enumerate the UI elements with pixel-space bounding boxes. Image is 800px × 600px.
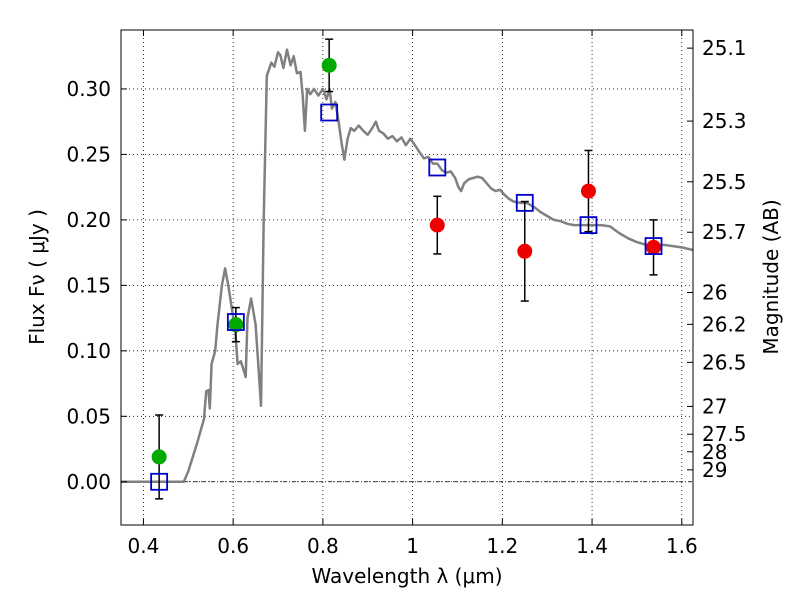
model-bandpass-marker: [226, 313, 245, 331]
model-bandpass-marker: [150, 472, 169, 491]
observed-point-red: [646, 239, 662, 255]
magnitude-tick-label: 25.3: [702, 109, 747, 133]
model-bandpass-marker: [515, 193, 534, 212]
observed-point-green: [321, 57, 337, 73]
x-tick-label: 0.8: [307, 534, 339, 558]
observed-point-red: [429, 217, 445, 233]
model-bandpass-marker: [320, 103, 339, 122]
x-tick-label: 0.4: [128, 534, 160, 558]
x-tick-label: 1: [406, 534, 419, 558]
model-bandpass-markers: [150, 103, 663, 491]
model-bandpass-marker: [644, 237, 663, 255]
x-axis-label: Wavelength λ (μm): [311, 564, 502, 588]
x-tick-label: 1.2: [486, 534, 518, 558]
observed-point-red: [517, 243, 533, 259]
y-tick-label: 0.30: [66, 77, 111, 101]
observed-points: [151, 57, 662, 465]
y-axis-ticks: 0.00 0.05 0.10 0.15 0.20 0.25 0.30: [66, 77, 127, 494]
magnitude-tick-label: 28: [702, 440, 727, 464]
magnitude-tick-label: 27.5: [702, 422, 747, 446]
x-tick-label: 0.6: [217, 534, 249, 558]
observed-point-green: [151, 449, 167, 465]
magnitude-tick-label: 29: [702, 458, 727, 482]
magnitude-tick-label: 27: [702, 394, 727, 418]
x-tick-label: 1.4: [576, 534, 608, 558]
right-axis-label: Magnitude (AB): [759, 199, 783, 354]
magnitude-tick-label: 26.2: [702, 312, 747, 336]
magnitude-tick-label: 26.5: [702, 350, 747, 374]
y-tick-label: 0.10: [66, 339, 111, 363]
model-spectrum: [121, 48, 693, 484]
observed-point-red: [580, 183, 596, 199]
x-tick-label: 1.6: [666, 534, 698, 558]
magnitude-tick-label: 25.1: [702, 36, 747, 60]
observed-point-green: [228, 317, 244, 333]
grid-lines: [121, 30, 693, 525]
error-bars: [155, 38, 658, 500]
y-tick-label: 0.00: [66, 470, 111, 494]
magnitude-tick-label: 25.5: [702, 170, 747, 194]
y-tick-label: 0.20: [66, 208, 111, 232]
x-axis-ticks: 0.4 0.6 0.8 1 1.2 1.4 1.6: [128, 30, 698, 558]
model-spectrum-line: [121, 48, 693, 484]
model-bandpass-marker: [428, 158, 447, 177]
y-tick-label: 0.25: [66, 142, 111, 166]
y-tick-label: 0.15: [66, 273, 111, 297]
y-axis-label: Flux Fν ( μJy ): [25, 209, 49, 345]
magnitude-tick-label: 25.7: [702, 220, 747, 244]
y-tick-label: 0.05: [66, 404, 111, 428]
magnitude-tick-label: 26: [702, 280, 727, 304]
plot-frame: [120, 29, 694, 526]
model-bandpass-marker: [579, 216, 598, 235]
